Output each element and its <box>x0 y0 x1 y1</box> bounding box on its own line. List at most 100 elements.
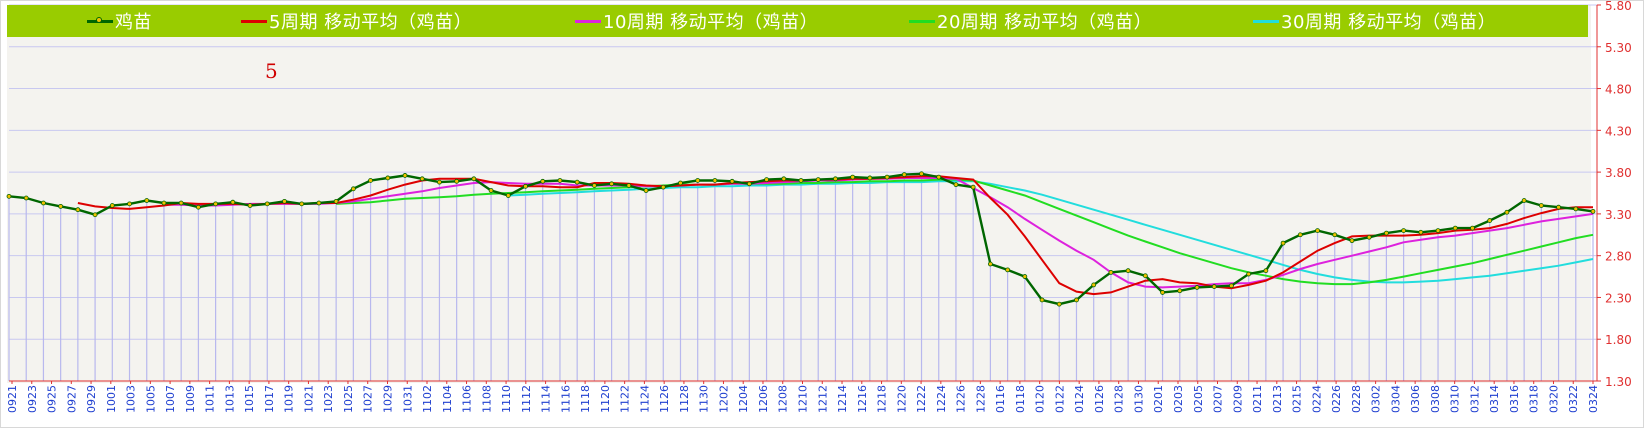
x-tick-label: 1025 <box>342 385 355 413</box>
price-point <box>1142 273 1148 279</box>
price-point <box>230 199 236 205</box>
x-tick-label: 0124 <box>1073 385 1086 413</box>
x-tick-label: 1023 <box>322 385 335 413</box>
x-tick-label: 1124 <box>638 385 651 413</box>
price-point <box>333 198 339 204</box>
legend-label-price: 鸡苗 <box>115 12 152 33</box>
price-point <box>41 200 46 206</box>
price-point <box>746 181 752 187</box>
x-tick-label: 0921 <box>6 385 19 413</box>
x-tick-label: 1206 <box>757 385 770 413</box>
x-tick-label: 1220 <box>895 385 908 413</box>
price-point <box>350 186 356 192</box>
price-point <box>299 201 305 207</box>
x-tick-label: 0118 <box>1014 385 1027 413</box>
x-tick-label: 1108 <box>480 385 493 413</box>
volume-bars <box>8 173 1594 381</box>
x-tick-label: 1110 <box>500 385 513 413</box>
x-tick-label: 0201 <box>1152 385 1165 413</box>
x-tick-label: 1011 <box>204 385 217 413</box>
price-point <box>1022 274 1028 279</box>
legend-item-ma30: 30周期 移动平均（鸡苗） <box>1253 5 1496 37</box>
price-point <box>454 178 460 184</box>
legend-swatch-ma30 <box>1253 19 1279 23</box>
x-tick-label: 1102 <box>421 385 434 413</box>
x-tick-label: 1009 <box>184 385 197 413</box>
y-tick-label: 5.80 <box>1605 1 1632 13</box>
series-line-ma30 <box>508 180 1594 284</box>
x-tick-label: 0211 <box>1251 385 1264 413</box>
y-tick-label: 3.30 <box>1605 208 1632 222</box>
x-tick-label: 1003 <box>125 385 138 413</box>
x-tick-label: 1112 <box>520 385 533 413</box>
x-tick-label: 0203 <box>1172 385 1185 413</box>
price-point <box>798 178 804 183</box>
x-tick-label: 1210 <box>797 385 810 413</box>
price-point <box>987 261 993 267</box>
price-point <box>557 178 563 183</box>
x-tick-label: 0205 <box>1192 385 1205 413</box>
x-tick-label: 1228 <box>974 385 987 413</box>
x-tick-label: 0128 <box>1113 385 1126 413</box>
price-point <box>1487 218 1493 223</box>
price-point <box>1538 203 1544 208</box>
price-point <box>419 176 425 182</box>
price-point <box>23 195 29 201</box>
x-tick-label: 0207 <box>1212 385 1225 413</box>
price-point <box>1401 228 1407 234</box>
x-tick-label: 1029 <box>381 385 394 413</box>
price-point <box>609 181 615 187</box>
price-point <box>781 176 787 182</box>
price-point <box>385 175 391 181</box>
x-tick-label: 0130 <box>1132 385 1145 413</box>
x-tick-label: 1017 <box>263 385 276 413</box>
x-tick-label: 1031 <box>401 385 414 413</box>
price-point <box>213 201 219 207</box>
x-tick-label: 1226 <box>955 385 968 413</box>
x-tick-label: 0929 <box>85 385 98 413</box>
x-tick-label: 1208 <box>777 385 790 413</box>
x-tick-label: 1212 <box>816 385 829 413</box>
price-point <box>919 171 924 177</box>
price-point <box>815 177 821 183</box>
price-point <box>764 177 769 183</box>
x-tick-label: 0320 <box>1547 385 1560 413</box>
price-point <box>884 174 890 180</box>
x-tick-label: 0324 <box>1587 385 1600 413</box>
price-point <box>643 188 649 193</box>
price-point <box>127 201 132 207</box>
price-point <box>1452 225 1458 231</box>
y-tick-label: 5.30 <box>1605 41 1632 55</box>
x-tick-label: 0306 <box>1409 385 1422 413</box>
price-point <box>833 176 838 182</box>
price-point <box>1229 283 1234 289</box>
x-tick-label: 1116 <box>559 385 572 413</box>
legend-item-ma5: 5周期 移动平均（鸡苗） <box>241 5 472 37</box>
x-tick-label: 0927 <box>65 385 78 413</box>
y-tick-label: 1.80 <box>1605 333 1632 347</box>
legend-label-ma20: 20周期 移动平均（鸡苗） <box>937 12 1153 33</box>
x-tick-label: 0228 <box>1350 385 1363 413</box>
x-tick-label: 0318 <box>1528 385 1541 413</box>
x-tick-label: 0224 <box>1310 385 1323 413</box>
x-tick-label: 1224 <box>935 385 948 413</box>
x-tick-label: 0312 <box>1468 385 1481 413</box>
price-point <box>712 178 718 183</box>
price-point <box>1160 290 1165 295</box>
price-point <box>264 201 270 207</box>
x-tick-label: 0120 <box>1034 385 1047 413</box>
y-tick-label: 2.30 <box>1605 291 1632 305</box>
x-tick-label: 0925 <box>46 385 59 413</box>
price-point <box>1315 228 1320 234</box>
price-point <box>1521 198 1527 203</box>
x-tick-label: 0923 <box>26 385 39 413</box>
price-point <box>1418 229 1424 235</box>
price-point <box>6 193 12 199</box>
price-point <box>282 198 287 204</box>
x-tick-label: 0304 <box>1389 385 1402 413</box>
legend-swatch-ma5 <box>241 19 267 23</box>
price-point <box>92 212 98 218</box>
price-point <box>161 200 167 206</box>
